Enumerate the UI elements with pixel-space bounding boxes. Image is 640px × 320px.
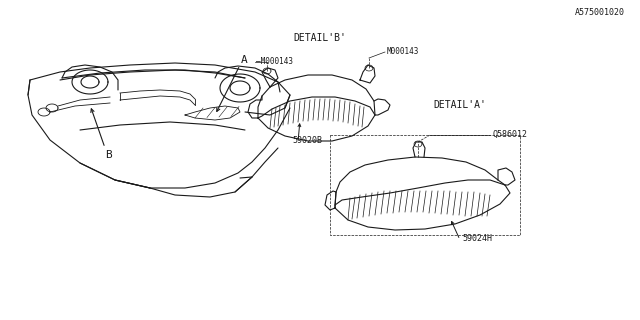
Text: Q586012: Q586012 bbox=[492, 130, 527, 139]
Text: M000143: M000143 bbox=[387, 46, 419, 55]
Text: 59020B: 59020B bbox=[292, 136, 322, 145]
Text: —M000143: —M000143 bbox=[256, 57, 293, 66]
Text: A: A bbox=[241, 55, 248, 65]
Text: DETAIL'A': DETAIL'A' bbox=[433, 100, 486, 110]
Text: B: B bbox=[104, 150, 111, 160]
Text: DETAIL'B': DETAIL'B' bbox=[294, 33, 346, 43]
Text: 59024H: 59024H bbox=[462, 234, 492, 243]
Text: A575001020: A575001020 bbox=[575, 7, 625, 17]
